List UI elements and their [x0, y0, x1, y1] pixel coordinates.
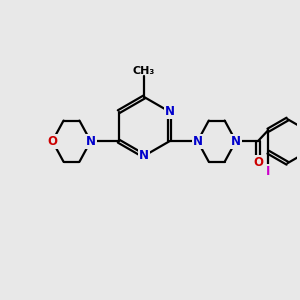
- Text: N: N: [231, 135, 241, 148]
- Text: N: N: [139, 149, 149, 162]
- Text: N: N: [85, 135, 96, 148]
- Text: O: O: [47, 135, 57, 148]
- Text: I: I: [266, 165, 271, 178]
- Text: N: N: [193, 135, 202, 148]
- Text: O: O: [253, 156, 263, 169]
- Text: N: N: [165, 105, 175, 118]
- Text: CH₃: CH₃: [133, 66, 155, 76]
